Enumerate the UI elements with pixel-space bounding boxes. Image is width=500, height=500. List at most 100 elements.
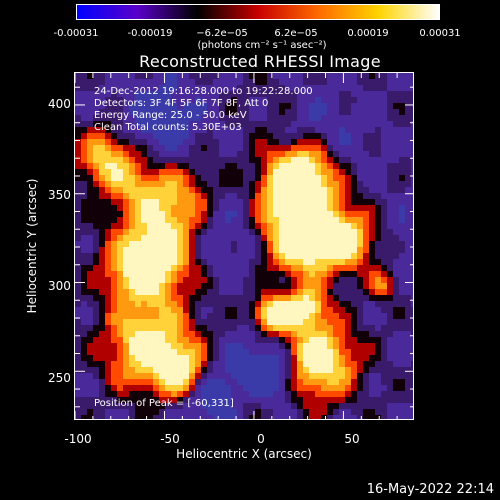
heatmap-pixel (141, 193, 147, 199)
heatmap-pixel (213, 373, 219, 379)
heatmap-pixel (183, 253, 189, 259)
heatmap-pixel (159, 253, 165, 259)
heatmap-pixel (141, 373, 147, 379)
heatmap-pixel (105, 343, 111, 349)
heatmap-pixel (159, 319, 165, 325)
heatmap-pixel (237, 259, 243, 265)
heatmap-pixel (297, 169, 303, 175)
heatmap-pixel (147, 181, 153, 187)
heatmap-pixel (99, 193, 105, 199)
heatmap-pixel (237, 337, 243, 343)
heatmap-pixel (411, 313, 413, 319)
heatmap-pixel (297, 211, 303, 217)
heatmap-pixel (183, 127, 189, 133)
heatmap-pixel (387, 85, 393, 91)
heatmap-pixel (171, 259, 177, 265)
heatmap-pixel (129, 265, 135, 271)
heatmap-pixel (363, 217, 369, 223)
heatmap-pixel (129, 103, 135, 109)
heatmap-pixel (297, 307, 303, 313)
heatmap-pixel (321, 289, 327, 295)
heatmap-pixel (165, 307, 171, 313)
heatmap-pixel (231, 289, 237, 295)
heatmap-pixel (255, 187, 261, 193)
heatmap-pixel (201, 397, 207, 403)
heatmap-pixel (177, 331, 183, 337)
heatmap-pixel (171, 79, 177, 85)
heatmap-pixel (297, 373, 303, 379)
heatmap-pixel (129, 145, 135, 151)
heatmap-pixel (357, 217, 363, 223)
heatmap-pixel (399, 277, 405, 283)
heatmap-pixel (189, 97, 195, 103)
heatmap-pixel (105, 319, 111, 325)
heatmap-pixel (375, 313, 381, 319)
heatmap-pixel (357, 367, 363, 373)
heatmap-pixel (219, 259, 225, 265)
heatmap-pixel (159, 331, 165, 337)
heatmap-pixel (153, 307, 159, 313)
detectors-label: Detectors: 3F 4F 5F 6F 7F 8F, Att 0 (94, 98, 269, 109)
heatmap-pixel (393, 325, 399, 331)
heatmap-pixel (411, 361, 413, 367)
heatmap-pixel (171, 127, 177, 133)
heatmap-pixel (339, 403, 345, 409)
heatmap-pixel (147, 115, 153, 121)
heatmap-pixel (171, 319, 177, 325)
heatmap-pixel (363, 307, 369, 313)
heatmap-pixel (315, 331, 321, 337)
heatmap-pixel (213, 181, 219, 187)
heatmap-pixel (105, 313, 111, 319)
heatmap-pixel (375, 217, 381, 223)
heatmap-pixel (405, 343, 411, 349)
heatmap-pixel (93, 145, 99, 151)
heatmap-pixel (339, 97, 345, 103)
heatmap-pixel (369, 385, 375, 391)
heatmap-pixel (405, 277, 411, 283)
heatmap-pixel (393, 397, 399, 403)
heatmap-pixel (261, 97, 267, 103)
y-axis-label: Heliocentric Y (arcsec) (25, 178, 39, 314)
heatmap-pixel (123, 403, 129, 409)
heatmap-pixel (225, 247, 231, 253)
heatmap-pixel (267, 391, 273, 397)
heatmap-pixel (285, 361, 291, 367)
heatmap-pixel (411, 331, 413, 337)
heatmap-pixel (285, 145, 291, 151)
heatmap-pixel (81, 103, 87, 109)
heatmap-pixel (129, 127, 135, 133)
heatmap-pixel (87, 145, 93, 151)
heatmap-pixel (327, 127, 333, 133)
heatmap-pixel (345, 145, 351, 151)
heatmap-pixel (327, 289, 333, 295)
heatmap-pixel (75, 385, 81, 391)
heatmap-pixel (291, 397, 297, 403)
heatmap-pixel (249, 193, 255, 199)
heatmap-pixel (399, 175, 405, 181)
heatmap-pixel (237, 211, 243, 217)
heatmap-pixel (243, 169, 249, 175)
heatmap-pixel (381, 205, 387, 211)
heatmap-pixel (405, 313, 411, 319)
heatmap-pixel (399, 319, 405, 325)
heatmap-pixel (141, 205, 147, 211)
heatmap-pixel (291, 415, 297, 419)
heatmap-pixel (195, 313, 201, 319)
heatmap-pixel (279, 325, 285, 331)
heatmap-pixel (303, 241, 309, 247)
heatmap-pixel (201, 229, 207, 235)
heatmap-pixel (297, 85, 303, 91)
heatmap-pixel (183, 313, 189, 319)
heatmap-pixel (243, 199, 249, 205)
heatmap-pixel (195, 139, 201, 145)
heatmap-pixel (105, 145, 111, 151)
heatmap-pixel (285, 301, 291, 307)
heatmap-pixel (375, 289, 381, 295)
heatmap-pixel (279, 127, 285, 133)
heatmap-pixel (393, 109, 399, 115)
heatmap-pixel (273, 409, 279, 415)
heatmap-pixel (129, 361, 135, 367)
heatmap-pixel (213, 331, 219, 337)
heatmap-pixel (339, 295, 345, 301)
heatmap-pixel (345, 157, 351, 163)
